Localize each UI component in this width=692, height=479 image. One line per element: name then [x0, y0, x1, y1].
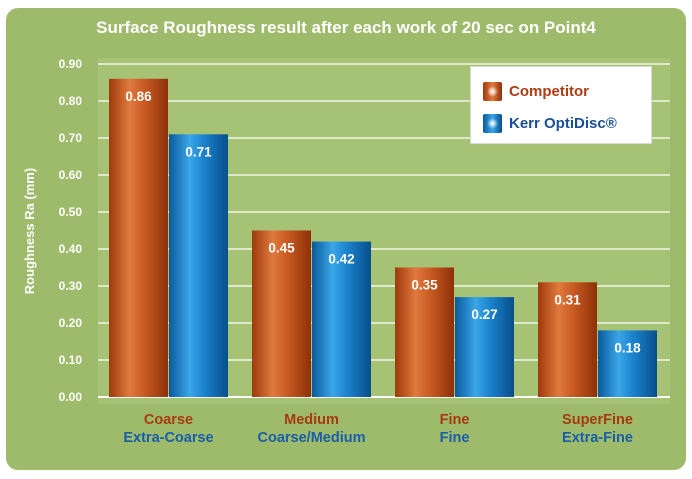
- data-label-kerr: 0.42: [328, 252, 354, 267]
- data-label-kerr: 0.18: [614, 340, 641, 355]
- y-tick-label: 0.90: [59, 57, 83, 71]
- bars: [109, 78, 657, 398]
- legend: Competitor Kerr OptiDisc®: [470, 66, 652, 144]
- y-tick-label: 0.00: [59, 390, 83, 404]
- y-tick-label: 0.40: [59, 242, 83, 256]
- legend-swatch-kerr: [483, 113, 502, 133]
- y-tick-label: 0.70: [59, 131, 83, 145]
- bar-competitor: [252, 230, 311, 397]
- category-label-kerr: Extra-Fine: [562, 430, 633, 446]
- bar-kerr: [312, 241, 371, 397]
- bar-kerr: [169, 134, 228, 398]
- category-labels: Coarse Extra-Coarse Medium Coarse/Medium Fin…: [123, 412, 633, 446]
- y-tick-label: 0.60: [59, 168, 83, 182]
- data-label-kerr: 0.71: [185, 144, 212, 159]
- legend-swatch-competitor: [483, 81, 502, 101]
- category-label-competitor: Fine: [440, 412, 470, 428]
- chart-title: Surface Roughness result after each work…: [96, 18, 596, 37]
- data-label-competitor: 0.86: [125, 89, 152, 104]
- data-label-kerr: 0.27: [471, 307, 497, 322]
- legend-item-competitor: Competitor: [483, 79, 589, 103]
- y-tick-label: 0.30: [59, 279, 83, 293]
- legend-label-competitor: Competitor: [509, 82, 589, 100]
- y-tick-label: 0.80: [59, 94, 83, 108]
- data-label-competitor: 0.31: [554, 292, 581, 307]
- y-tick-label: 0.20: [59, 316, 83, 330]
- bar-competitor: [395, 267, 454, 397]
- category-label-competitor: Coarse: [144, 412, 193, 428]
- bar-kerr: [598, 330, 657, 397]
- bar-kerr: [455, 297, 514, 397]
- data-label-competitor: 0.45: [268, 241, 295, 256]
- y-axis-label: Roughness Ra (mm): [22, 168, 37, 294]
- category-label-kerr: Extra-Coarse: [123, 430, 213, 446]
- data-label-competitor: 0.35: [411, 278, 438, 293]
- bar-competitor: [109, 78, 168, 398]
- category-label-competitor: SuperFine: [562, 412, 633, 428]
- category-label-competitor: Medium: [284, 412, 339, 428]
- legend-item-kerr: Kerr OptiDisc®: [483, 111, 617, 135]
- data-labels: 0.86 0.71 0.45 0.42 0.35 0.27 0.31 0.18: [125, 89, 641, 356]
- bar-competitor: [538, 282, 597, 397]
- y-tick-label: 0.50: [59, 205, 83, 219]
- y-tick-label: 0.10: [59, 353, 83, 367]
- y-axis-ticks: 0.00 0.10 0.20 0.30 0.40 0.50 0.60 0.70 0.80 0.90: [59, 57, 83, 404]
- category-label-kerr: Coarse/Medium: [258, 430, 366, 446]
- category-label-kerr: Fine: [440, 430, 470, 446]
- legend-label-kerr: Kerr OptiDisc®: [509, 114, 617, 132]
